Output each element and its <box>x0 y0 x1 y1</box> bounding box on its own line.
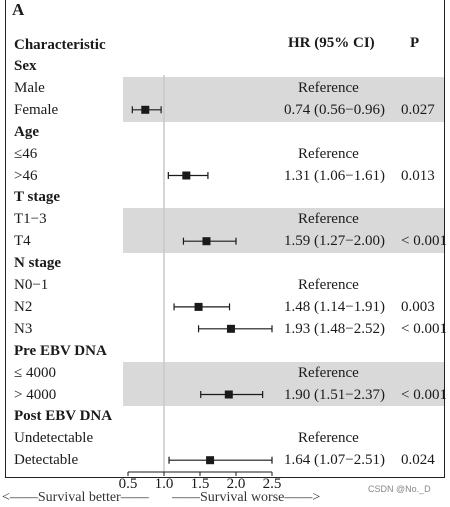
hr-point <box>182 171 191 180</box>
footer-survival-worse: ——Survival worse——> <box>172 490 321 505</box>
p-value: 0.024 <box>401 452 435 469</box>
row-label: T4 <box>14 233 31 250</box>
reference-text: Reference <box>298 79 359 96</box>
row-label: Female <box>14 101 59 118</box>
group-header: Age <box>14 123 39 140</box>
reference-text: Reference <box>298 277 359 293</box>
hr-text: 1.59 (1.27−2.00) <box>284 233 385 250</box>
group-header: N stage <box>14 255 62 272</box>
group-header: Sex <box>14 58 37 74</box>
row-label: ≤46 <box>14 145 38 162</box>
row-label: Male <box>14 79 45 96</box>
p-value: 0.003 <box>401 298 435 315</box>
header-characteristic: Characteristic <box>14 37 106 53</box>
shaded-band <box>123 361 444 407</box>
row-label: Detectable <box>14 452 79 469</box>
hr-point <box>226 324 235 333</box>
hr-point <box>224 390 233 399</box>
x-tick-label: 0.5 <box>119 476 138 492</box>
shaded-band <box>123 76 444 122</box>
hr-text: 1.90 (1.51−2.37) <box>284 386 385 403</box>
footer-survival-better: <——Survival better—— <box>2 490 149 505</box>
hr-point <box>194 302 203 311</box>
panel-label: A <box>12 0 25 19</box>
plot-frame <box>5 0 445 478</box>
reference-text: Reference <box>298 430 359 447</box>
p-value: < 0.001 <box>401 386 447 403</box>
p-value: 0.013 <box>401 167 435 184</box>
reference-text: Reference <box>298 145 359 162</box>
x-tick-label: 2.5 <box>263 476 282 492</box>
hr-point <box>141 105 150 114</box>
p-value: < 0.001 <box>401 233 447 250</box>
hr-point <box>202 237 211 246</box>
header-p: P <box>410 35 420 51</box>
shaded-band <box>123 208 444 254</box>
row-label: N2 <box>14 298 33 315</box>
row-label: N0−1 <box>14 277 49 293</box>
group-header: T stage <box>14 189 60 206</box>
row-label: T1−3 <box>14 211 47 228</box>
p-value: 0.027 <box>401 101 435 118</box>
hr-text: 1.48 (1.14−1.91) <box>284 298 385 315</box>
row-label: > 4000 <box>14 386 57 403</box>
watermark: CSDN @No._D <box>368 484 431 494</box>
reference-text: Reference <box>298 211 359 228</box>
row-label: N3 <box>14 320 33 337</box>
hr-text: 1.64 (1.07−2.51) <box>284 452 385 469</box>
hr-point <box>206 456 215 465</box>
x-tick-label: 1.0 <box>155 476 174 492</box>
hr-text: 1.31 (1.06−1.61) <box>284 167 385 184</box>
group-header: Post EBV DNA <box>14 408 113 425</box>
hr-text: 1.93 (1.48−2.52) <box>284 320 385 337</box>
x-tick-label: 1.5 <box>191 476 210 492</box>
hr-text: 0.74 (0.56−0.96) <box>284 101 385 118</box>
row-label: ≤ 4000 <box>14 364 56 381</box>
p-value: < 0.001 <box>401 320 447 337</box>
row-label: >46 <box>14 167 38 184</box>
header-hr: HR (95% CI) <box>288 35 375 51</box>
group-header: Pre EBV DNA <box>14 342 107 359</box>
row-label: Undetectable <box>14 430 94 447</box>
x-tick-label: 2.0 <box>227 476 246 492</box>
reference-text: Reference <box>298 364 359 381</box>
